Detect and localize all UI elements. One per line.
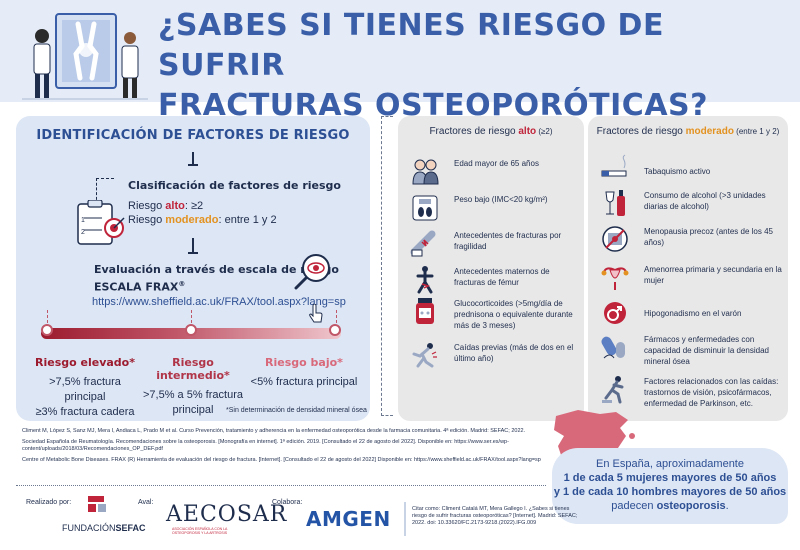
female-reproductive-icon: [601, 267, 629, 290]
risk-marker-line-2: [191, 310, 192, 328]
page-title: ¿SABES SI TIENES RIESGO DE SUFRIR FRACTU…: [158, 6, 788, 126]
classification-title: Clasificación de factores de riesgo: [128, 179, 341, 192]
classification-connector: [96, 178, 114, 214]
high-factor-age: Edad mayor de 65 años: [398, 156, 584, 192]
realizado-label: Realizado por:: [26, 499, 72, 506]
spain-stat-line4: padecen osteoporosis.: [611, 500, 729, 512]
spain-stat-line3: y 1 de cada 10 hombres mayores de 50 año…: [553, 486, 787, 498]
page-title-line1: ¿SABES SI TIENES RIESGO DE SUFRIR: [158, 8, 664, 83]
magnifier-eye-icon: [294, 254, 330, 290]
checklist-item-1: 1: [81, 217, 85, 224]
header-banner: ¿SABES SI TIENES RIESGO DE SUFRIR FRACTU…: [0, 0, 800, 123]
femur-fracture-icon: [416, 266, 434, 294]
moderate-factor-drugs-diseases: Fármacos y enfermedades con capacidad de…: [588, 332, 788, 368]
risk-marker-line-1: [47, 310, 48, 328]
citation-text: Citar como: Climent Catalá MT, Mera Gall…: [412, 506, 578, 526]
cigarette-icon: [601, 154, 627, 177]
moderate-factor-falls-related: Factores relacionados con las caídas: tr…: [588, 374, 788, 410]
spain-stat-line1: En España, aproximadamente: [596, 458, 744, 470]
high-risk-factors-panel: Fractores de riesgo alto (≥2) Edad mayor…: [398, 116, 584, 421]
evaluation-title: Evaluación a través de escala de riesgo …: [94, 263, 339, 294]
risk-level-high: Riesgo elevado* >7,5% fractura principal…: [35, 356, 135, 418]
dashed-connector: [381, 116, 393, 416]
pill-bottle-icon: [416, 298, 434, 324]
reference-3: Centre of Metabolic Bone Diseases. FRAX …: [22, 457, 541, 463]
aval-label: Aval:: [138, 499, 154, 506]
risk-marker-low: [329, 324, 341, 336]
citation-bar: [404, 502, 406, 536]
moderate-risk-factors-panel: Fractores de riesgo moderado (entre 1 y …: [588, 116, 788, 421]
high-factors-heading: Fractores de riesgo alto (≥2): [429, 126, 553, 137]
risk-marker-line-3: [336, 310, 337, 328]
risk-footnote: *Sin determinación de densidad mineral ó…: [226, 407, 367, 414]
aecosar-logo: AECOSAR: [166, 502, 288, 527]
high-factor-previous-falls: Caídas previas (más de dos en el último …: [398, 340, 584, 376]
reference-2: Sociedad Española de Reumatología. Recom…: [22, 439, 509, 452]
male-symbol-icon: [604, 302, 626, 324]
moderate-factor-smoking: Tabaquismo activo: [588, 154, 788, 184]
reference-1: Climent M, López S, Sanz MJ, Mera I, And…: [22, 428, 526, 434]
high-factor-weight: Peso bajo (IMC<20 kg/m²): [398, 192, 584, 228]
sefac-logo-icon: [88, 496, 106, 512]
moderate-factor-hypogonadism: Hipogonadismo en el varón: [588, 298, 788, 328]
stumbling-person-icon: [602, 376, 624, 404]
moderate-factor-amenorrhea: Amenorrea primaria y secundaria en la mu…: [588, 262, 788, 298]
wine-bottle-icon: [605, 190, 625, 216]
aecosar-subtitle: ASOCIACIÓN ESPAÑOLA CON LA OSTEOPOROSIS …: [172, 527, 228, 535]
risk-marker-high: [41, 324, 53, 336]
references: Climent M, López S, Sanz MJ, Mera I, And…: [22, 428, 542, 468]
doctors-xray-illustration-icon: [22, 13, 148, 100]
moderate-factor-alcohol: Consumo de alcohol (>3 unidades diarias …: [588, 188, 788, 224]
menopause-calendar-icon: [602, 226, 628, 252]
high-factor-fragility-fractures: Antecedentes de fracturas por fragilidad: [398, 228, 584, 264]
identification-title: IDENTIFICACIÓN DE FACTORES DE RIESGO: [36, 128, 350, 143]
moderate-factors-heading: Fractores de riesgo moderado (entre 1 y …: [596, 126, 780, 137]
checklist-item-2: 2: [81, 229, 85, 236]
pointer-hand-icon: [309, 304, 323, 323]
moderate-factor-early-menopause: Menopausia precoz (antes de los 45 años): [588, 224, 788, 260]
flow-arrow-2: [188, 238, 198, 254]
frax-url-link[interactable]: https://www.sheffield.ac.uk/FRAX/tool.as…: [92, 296, 346, 308]
flow-arrow-1: [188, 152, 198, 166]
scale-icon: [412, 195, 438, 221]
high-factor-maternal-femur: Antecedentes maternos de fracturas de fé…: [398, 264, 584, 300]
elderly-couple-icon: [412, 159, 439, 185]
footer-divider: [16, 485, 546, 486]
risk-level-intermediate: Riesgo intermedio* >7,5% a 5% fractura pr…: [143, 356, 243, 416]
classification-high: Riesgo alto: ≥2: [128, 200, 204, 212]
checklist-target-icon: 1 2: [77, 200, 125, 245]
high-factor-glucocorticoids: Glucocorticoides (>5mg/día de prednisona…: [398, 296, 584, 332]
spain-stat-line2: 1 de cada 5 mujeres mayores de 50 años: [563, 472, 777, 484]
risk-level-low: Riesgo bajo* <5% fractura principal: [250, 356, 358, 388]
classification-moderate: Riesgo moderado: entre 1 y 2: [128, 214, 277, 226]
amgen-logo: AMGEN: [306, 507, 391, 531]
colabora-label: Colabora:: [272, 499, 303, 506]
pills-icon: [601, 336, 625, 359]
fractured-arm-icon: [410, 230, 436, 257]
sefac-logo-text: FUNDACIÓNSEFAC: [62, 523, 146, 533]
risk-marker-intermediate: [185, 324, 197, 336]
spain-statistic-box: En España, aproximadamente 1 de cada 5 m…: [552, 448, 788, 524]
falling-person-icon: [412, 343, 437, 368]
risk-identification-panel: IDENTIFICACIÓN DE FACTORES DE RIESGO 1 2…: [16, 116, 370, 421]
